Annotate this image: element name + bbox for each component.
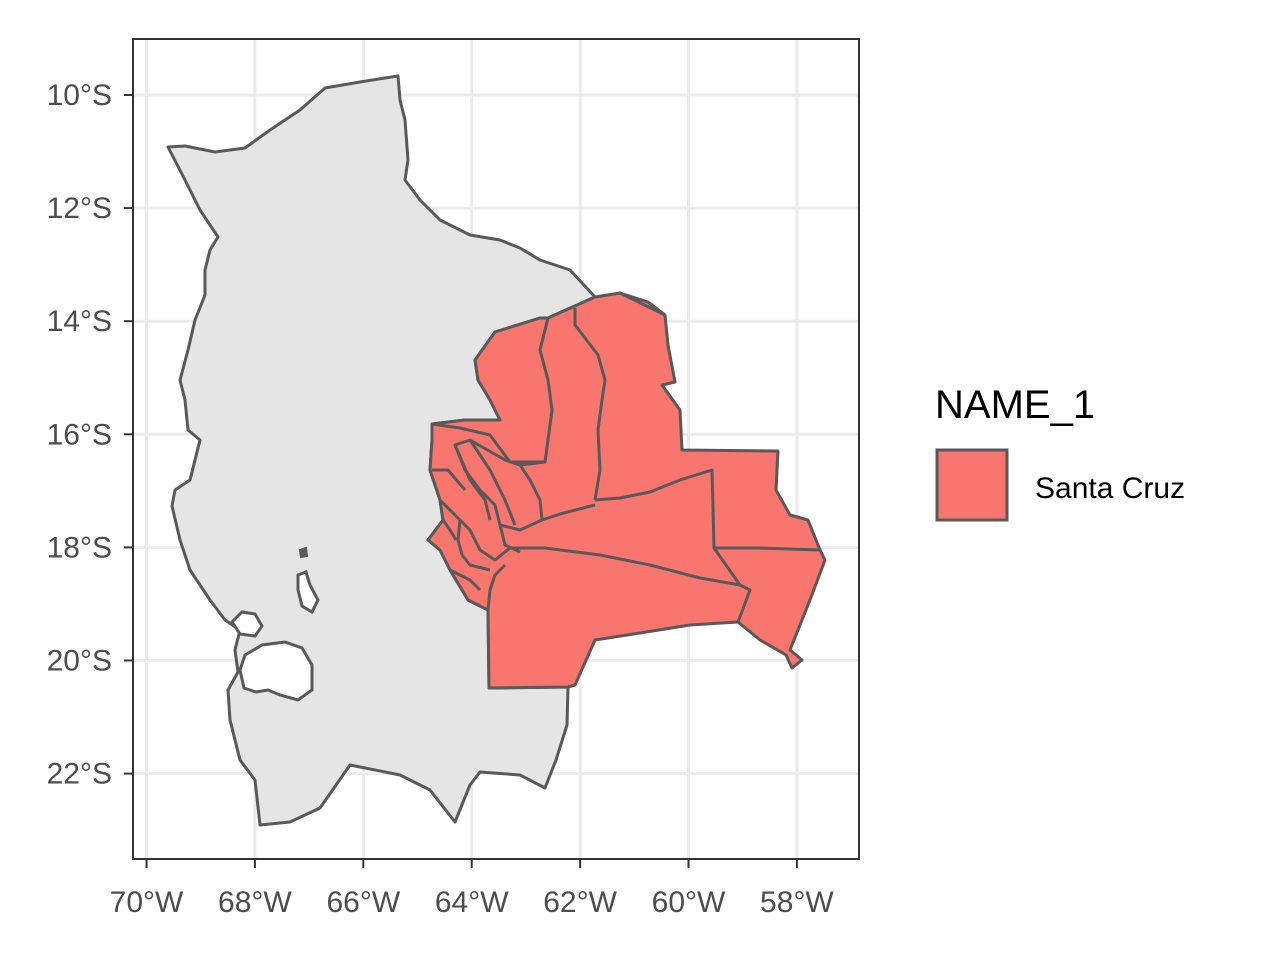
y-tick-label-3: 16°S bbox=[47, 418, 112, 451]
panel-border bbox=[132, 38, 860, 860]
x-tick-label-0: 70°W bbox=[110, 886, 184, 919]
axis-ticks: 70°W 68°W 66°W 64°W 62°W 60°W 58°W 10°S 12°S 14°S… bbox=[47, 79, 835, 919]
y-tick-label-2: 14°S bbox=[47, 305, 112, 338]
legend-key-santa-cruz bbox=[935, 448, 1009, 522]
x-tick-label-6: 58°W bbox=[760, 886, 834, 919]
y-tick-label-1: 12°S bbox=[47, 192, 112, 225]
legend-label-santa-cruz: Santa Cruz bbox=[1035, 472, 1185, 505]
salt-flat-dot bbox=[298, 546, 309, 559]
province-boundaries bbox=[431, 291, 821, 623]
salt-flat-small bbox=[296, 570, 320, 615]
lake-poopo-area bbox=[238, 640, 314, 702]
santa-cruz-region[interactable] bbox=[426, 291, 827, 690]
x-tick-label-3: 64°W bbox=[435, 886, 509, 919]
y-tick-label-5: 20°S bbox=[47, 645, 112, 678]
x-tick-label-1: 68°W bbox=[218, 886, 292, 919]
y-tick-label-0: 10°S bbox=[47, 79, 112, 112]
x-tick-label-5: 60°W bbox=[652, 886, 726, 919]
y-tick-label-6: 22°S bbox=[47, 758, 112, 791]
map-layer bbox=[166, 74, 827, 827]
y-tick-label-4: 18°S bbox=[47, 531, 112, 564]
legend: NAME_1 Santa Cruz bbox=[935, 383, 1185, 522]
x-tick-label-4: 62°W bbox=[543, 886, 617, 919]
lake-titicaca bbox=[230, 610, 264, 638]
legend-title: NAME_1 bbox=[935, 383, 1095, 427]
x-tick-label-2: 66°W bbox=[326, 886, 400, 919]
